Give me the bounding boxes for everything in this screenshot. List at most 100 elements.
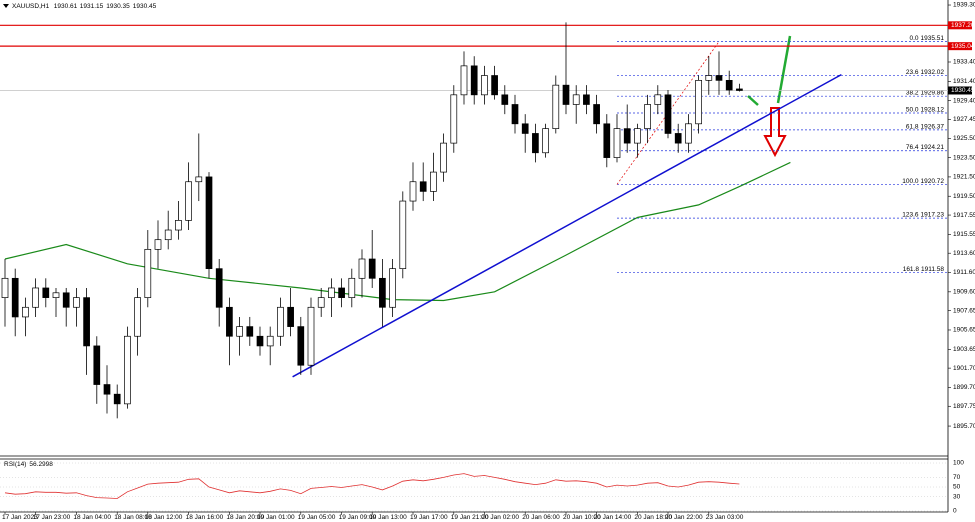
x-tick-label: 18 Jan 04:00 [73, 514, 111, 521]
y-tick-label: 1939.30 [953, 2, 975, 9]
candle-body [532, 133, 539, 154]
candle-body [511, 104, 519, 125]
symbol: XAUUSD,H1 [12, 3, 50, 10]
fib-level-label: 100.0 [902, 178, 919, 185]
y-tick-label: 1921.50 [953, 174, 975, 181]
fib-label: 100.0 1920.72 [902, 178, 944, 185]
x-tick-label: 19 Jan 09:00 [339, 514, 377, 521]
y-tick-label: 1917.55 [953, 212, 975, 219]
fib-level-label: 0.0 [909, 35, 918, 42]
candle-body [470, 65, 478, 96]
fib-label: 61.8 1926.37 [906, 123, 945, 130]
candle-body [572, 94, 580, 105]
x-tick-label: 17 Jan 2023 [2, 514, 38, 521]
last-high: 1931.15 [80, 3, 104, 10]
candle-body [246, 326, 254, 337]
rsi-tick-label: 70 [953, 474, 961, 481]
y-tick-label: 1907.65 [953, 307, 975, 314]
fib-price-label: 1920.72 [921, 178, 945, 185]
fib-label: 38.2 1929.86 [906, 89, 945, 96]
y-tick-label: 1905.65 [953, 327, 975, 334]
candle-body [256, 335, 264, 347]
y-tick-label: 1911.60 [953, 269, 975, 276]
chart-title: XAUUSD,H1 1930.61 1931.15 1930.35 1930.45 [12, 3, 157, 10]
candle-body [1, 277, 9, 298]
x-tick-label: 18 Jan 08:00 [114, 514, 152, 521]
candle-body [103, 384, 111, 395]
x-tick-label: 20 Jan 18:00 [634, 514, 672, 521]
candle-body [348, 277, 356, 298]
resistance-label-box [948, 42, 972, 51]
x-tick-label: 19 Jan 01:00 [257, 514, 295, 521]
rsi-name: RSI(14) [4, 461, 26, 468]
candle-body [440, 142, 447, 173]
candle-body [664, 94, 672, 134]
candle-body [419, 181, 427, 192]
candle-body [287, 306, 294, 327]
candle-body [389, 268, 396, 308]
fib-price-label: 1935.51 [921, 35, 945, 42]
candle-body [277, 306, 284, 337]
candle-body [695, 79, 702, 125]
x-tick-label: 19 Jan 21:00 [451, 514, 489, 521]
y-tick-label: 1903.65 [953, 346, 975, 353]
x-tick-label: 19 Jan 05:00 [298, 514, 336, 521]
candle-body [736, 88, 743, 91]
candle-body [623, 128, 631, 144]
fib-label: 0.0 1935.51 [909, 35, 944, 42]
candle-body [205, 176, 213, 270]
candle-body [501, 94, 509, 105]
candle-body [175, 220, 182, 231]
candle-body [124, 335, 131, 405]
candle-body [399, 200, 407, 270]
candle-body [583, 94, 590, 105]
fib-level-label: 76.4 [906, 144, 919, 151]
rsi-last: 56.2998 [29, 461, 53, 468]
rsi-tick-label: 100 [953, 460, 964, 467]
green-arrow-long [776, 35, 792, 104]
x-tick-label: 20 Jan 14:00 [594, 514, 632, 521]
trend-line [292, 73, 842, 378]
fib-level-label: 23.6 [906, 69, 919, 76]
x-tick-label: 19 Jan 13:00 [369, 514, 407, 521]
fib-label: 161.8 1911.58 [903, 266, 945, 273]
rsi-title: RSI(14) 56.2998 [4, 461, 53, 468]
candle-body [481, 75, 488, 96]
candle-body [338, 287, 345, 298]
candle-body [93, 345, 101, 385]
candle-body [22, 306, 29, 318]
y-tick-label: 1927.45 [953, 116, 975, 123]
candle-body [215, 268, 223, 308]
candle-body [613, 128, 621, 158]
moving-average [4, 161, 791, 302]
x-tick-label: 20 Jan 02:00 [481, 514, 519, 521]
candle-body [52, 292, 60, 298]
resistance-label: 1935.04 [951, 43, 975, 50]
y-tick-label: 1919.50 [953, 193, 975, 200]
fib-price-label: 1928.12 [921, 106, 945, 113]
y-tick-label: 1913.60 [953, 250, 975, 257]
candle-body [552, 84, 560, 129]
x-tick-label: 18 Jan 16:00 [186, 514, 224, 521]
rsi-line [4, 473, 740, 499]
rsi-tick-label: 50 [953, 484, 961, 491]
green-arrow-short [747, 95, 759, 106]
candle-body [358, 258, 366, 279]
fib-price-label: 1924.21 [921, 144, 945, 151]
fib-label: 76.4 1924.21 [906, 144, 945, 151]
y-tick-label: 1895.70 [953, 423, 975, 430]
y-tick-label: 1915.55 [953, 231, 975, 238]
resistance-label: 1937.20 [951, 22, 975, 29]
y-tick-label: 1909.60 [953, 289, 975, 296]
rsi-tick-label: 0 [953, 508, 957, 515]
candle-body [685, 123, 692, 144]
candle-body [83, 297, 90, 347]
candle-body [164, 229, 172, 241]
fib-level-label: 38.2 [906, 89, 919, 96]
candle-body [113, 393, 121, 405]
x-tick-label: 20 Jan 06:00 [522, 514, 560, 521]
x-tick-label: 17 Jan 23:00 [33, 514, 71, 521]
candle-body [307, 306, 315, 366]
candle-body [185, 181, 192, 221]
last-close: 1930.45 [133, 3, 157, 10]
